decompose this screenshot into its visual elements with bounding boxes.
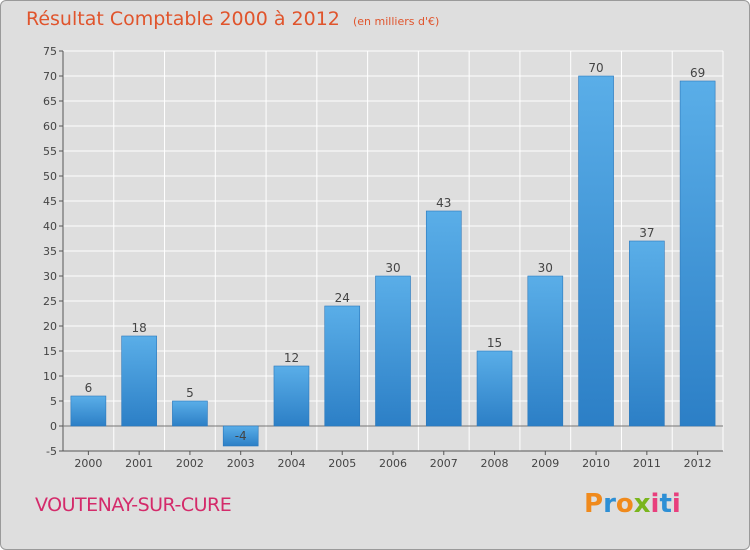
y-tick-label: 55 — [43, 145, 57, 158]
data-label: -4 — [235, 429, 247, 443]
bar — [375, 275, 411, 427]
logo-letter: t — [659, 489, 672, 519]
chart-title: Résultat Comptable 2000 à 2012 — [26, 8, 340, 30]
y-tick-label: 45 — [43, 195, 57, 208]
y-tick-label: 30 — [43, 270, 57, 283]
y-tick-label: 70 — [43, 70, 57, 83]
title-row: Résultat Comptable 2000 à 2012 (en milli… — [26, 8, 439, 30]
x-tick-label: 2012 — [684, 457, 712, 470]
bar — [70, 395, 107, 427]
data-label: 43 — [436, 196, 451, 210]
y-tick-label: 65 — [43, 95, 57, 108]
data-label: 12 — [284, 351, 299, 365]
logo-letter: r — [603, 489, 616, 519]
data-label: 37 — [639, 226, 654, 240]
bars — [70, 75, 716, 447]
bar — [222, 425, 259, 447]
bar — [629, 240, 665, 427]
y-tick-label: 35 — [43, 245, 57, 258]
data-label: 24 — [335, 291, 350, 305]
x-tick-label: 2001 — [125, 457, 153, 470]
logo-letter: o — [615, 489, 634, 519]
bar — [527, 275, 564, 427]
bar — [273, 365, 310, 427]
y-tick-label: 60 — [43, 120, 57, 133]
data-label: 69 — [690, 66, 705, 80]
y-tick-label: 75 — [43, 45, 57, 58]
commune-name: VOUTENAY-SUR-CURE — [35, 494, 232, 516]
y-tick-label: 15 — [43, 345, 57, 358]
chart-subtitle: (en milliers d'€) — [352, 15, 440, 28]
y-tick-label: 40 — [43, 220, 57, 233]
bar — [425, 210, 462, 427]
x-tick-label: 2005 — [328, 457, 356, 470]
x-tick-label: 2006 — [379, 457, 407, 470]
y-tick-label: 0 — [50, 420, 57, 433]
data-label: 30 — [538, 261, 553, 275]
data-labels: 6 18 5 -4 12 24 30 43 15 30 70 37 69 — [85, 61, 706, 443]
logo-letter: x — [633, 489, 651, 519]
bar — [476, 350, 513, 427]
bar — [324, 305, 361, 427]
bar — [121, 335, 157, 427]
x-tick-label: 2003 — [227, 457, 255, 470]
data-label: 18 — [132, 321, 147, 335]
x-tick-label: 2002 — [176, 457, 204, 470]
data-label: 30 — [385, 261, 400, 275]
data-label: 70 — [588, 61, 603, 75]
x-tick-label: 2004 — [277, 457, 305, 470]
bar — [578, 75, 614, 427]
y-tick-label: -5 — [46, 445, 57, 458]
bar — [679, 80, 716, 427]
x-tick-label: 2007 — [430, 457, 458, 470]
data-label: 5 — [186, 386, 194, 400]
bar — [172, 400, 208, 427]
logo-letter: P — [584, 489, 604, 519]
logo-letter: i — [671, 489, 681, 519]
data-label: 6 — [85, 381, 93, 395]
x-tick-label: 2008 — [481, 457, 509, 470]
y-tick-label: 50 — [43, 170, 57, 183]
y-tick-label: 25 — [43, 295, 57, 308]
y-tick-label: 10 — [43, 370, 57, 383]
data-label: 15 — [487, 336, 502, 350]
y-tick-label: 5 — [50, 395, 57, 408]
x-tick-label: 2011 — [633, 457, 661, 470]
proxiti-logo[interactable]: Proxiti — [584, 489, 681, 519]
x-tick-label: 2010 — [582, 457, 610, 470]
x-tick-label: 2009 — [531, 457, 559, 470]
y-tick-label: 20 — [43, 320, 57, 333]
logo-letter: i — [650, 489, 660, 519]
x-tick-label: 2000 — [74, 457, 102, 470]
